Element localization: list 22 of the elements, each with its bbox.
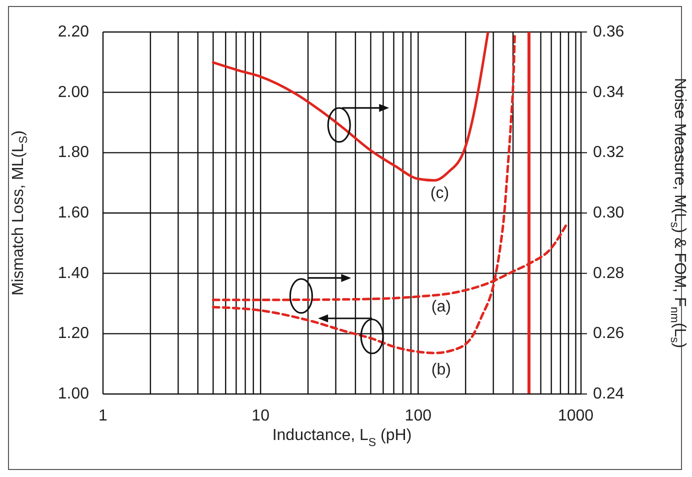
y-tick-label: 1.00 xyxy=(58,386,90,402)
x-tick-label: 10 xyxy=(252,408,270,424)
x-tick-label: 1 xyxy=(98,408,108,424)
y-tick-label: 1.60 xyxy=(58,204,90,222)
annotation: (a) xyxy=(431,298,451,316)
y2-tick-label: 0.26 xyxy=(593,325,624,342)
y-tick-label: 2.00 xyxy=(58,84,90,101)
y-tick-label: 1.40 xyxy=(58,264,90,282)
y-tick-label: 1.20 xyxy=(58,325,90,342)
y-tick-label: 2.20 xyxy=(58,24,90,40)
x-tick-label: 1000 xyxy=(558,408,594,424)
y2-tick-label: 0.28 xyxy=(593,264,624,282)
y2-tick-label: 0.34 xyxy=(593,84,624,101)
x-axis-title: Inductance, L$_{S}$ (pH) xyxy=(272,427,412,449)
y2-tick-label: 0.36 xyxy=(593,24,624,40)
y-tick-label: 1.80 xyxy=(58,144,90,162)
x-tick-label: 100 xyxy=(404,408,432,424)
annotation: (c) xyxy=(430,184,450,202)
annotation: (b) xyxy=(431,361,451,378)
y2-tick-label: 0.24 xyxy=(593,386,624,402)
y2-tick-label: 0.30 xyxy=(593,204,624,222)
y2-tick-label: 0.32 xyxy=(593,144,624,162)
